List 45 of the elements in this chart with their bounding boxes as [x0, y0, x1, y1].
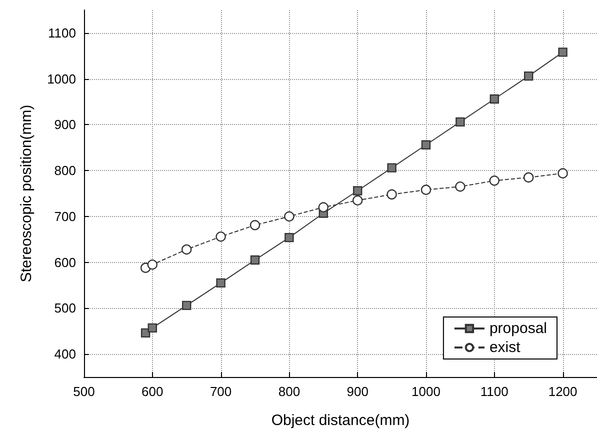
point [284, 211, 294, 222]
x-tick-label: 800 [278, 384, 300, 399]
y-tick-label: 700 [54, 208, 76, 224]
x-tick-label: 1200 [548, 384, 578, 399]
point [216, 278, 226, 288]
y-tick-label: 400 [54, 346, 76, 362]
point [182, 300, 192, 310]
point [318, 202, 328, 212]
x-tick-label: 900 [346, 384, 368, 399]
legend-label: proposal [489, 320, 548, 337]
x-tick-label: 1000 [412, 384, 440, 399]
point [558, 48, 568, 57]
point [352, 195, 363, 206]
x-tick-label: 500 [73, 384, 95, 399]
point [524, 71, 534, 81]
y-tick-label: 900 [54, 117, 76, 132]
x-tick-label: 1100 [480, 384, 508, 399]
point [387, 163, 396, 172]
point [353, 186, 362, 196]
point [250, 255, 260, 265]
y-tick-label: 600 [54, 254, 76, 270]
legend-label: exist [489, 339, 522, 356]
point [386, 189, 397, 200]
y-tick-label: 1000 [47, 71, 76, 86]
y-tick-label: 1100 [48, 25, 76, 40]
y-tick-label: 800 [54, 163, 76, 178]
point [421, 140, 431, 150]
x-axis-title: Object distance(mm) [271, 412, 410, 429]
point [147, 260, 158, 270]
y-tick-label: 500 [54, 300, 76, 316]
point [284, 232, 294, 242]
x-tick-label: 600 [142, 384, 164, 399]
point [216, 232, 226, 242]
point [250, 220, 260, 230]
point [455, 182, 466, 192]
point [456, 117, 465, 127]
x-tick-label: 700 [210, 384, 232, 399]
y-axis-title: Stereoscopic position(mm) [18, 104, 35, 282]
point [182, 244, 192, 255]
point [420, 184, 432, 195]
point [148, 323, 157, 333]
point [558, 168, 568, 178]
point [490, 94, 499, 104]
point [524, 172, 534, 183]
point [489, 176, 500, 186]
